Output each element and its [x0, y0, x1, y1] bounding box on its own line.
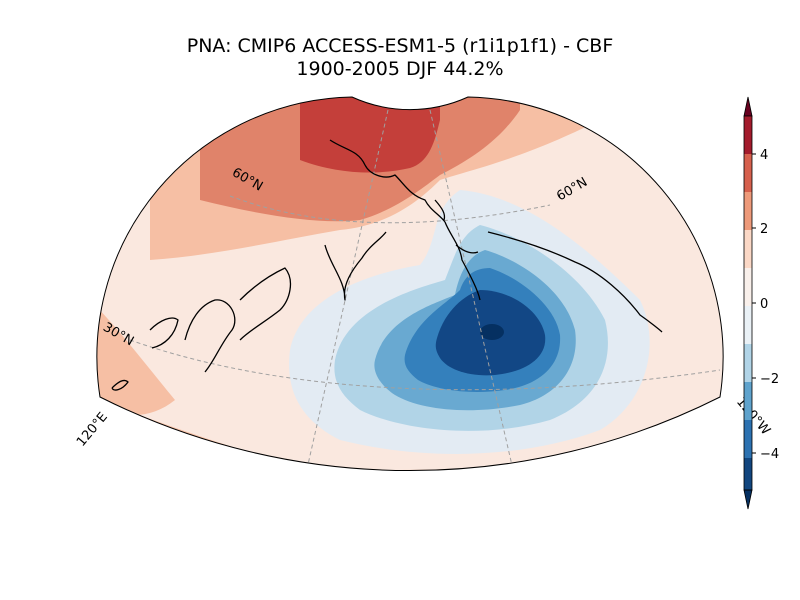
map-title-line-1: PNA: CMIP6 ACCESS-ESM1-5 (r1i1p1f1) - CB… — [186, 35, 614, 57]
lon-label-120w: 120°W — [733, 395, 773, 439]
map-title-line-2: 1900-2005 DJF 44.2% — [296, 58, 504, 80]
colorbar: 4 2 0 −2 −4 — [743, 96, 779, 510]
colorbar-tick-label: −4 — [760, 447, 779, 462]
coastlines — [111, 139, 663, 391]
colorbar-tick-label: 0 — [760, 297, 768, 312]
lon-label-120e: 120°E — [74, 410, 111, 450]
colorbar-tick-label: 2 — [760, 222, 768, 237]
colorbar-tick-label: −2 — [760, 372, 779, 387]
colorbar-tick-label: 4 — [760, 148, 768, 163]
map-boundary — [96, 96, 724, 472]
graticule — [129, 109, 721, 471]
